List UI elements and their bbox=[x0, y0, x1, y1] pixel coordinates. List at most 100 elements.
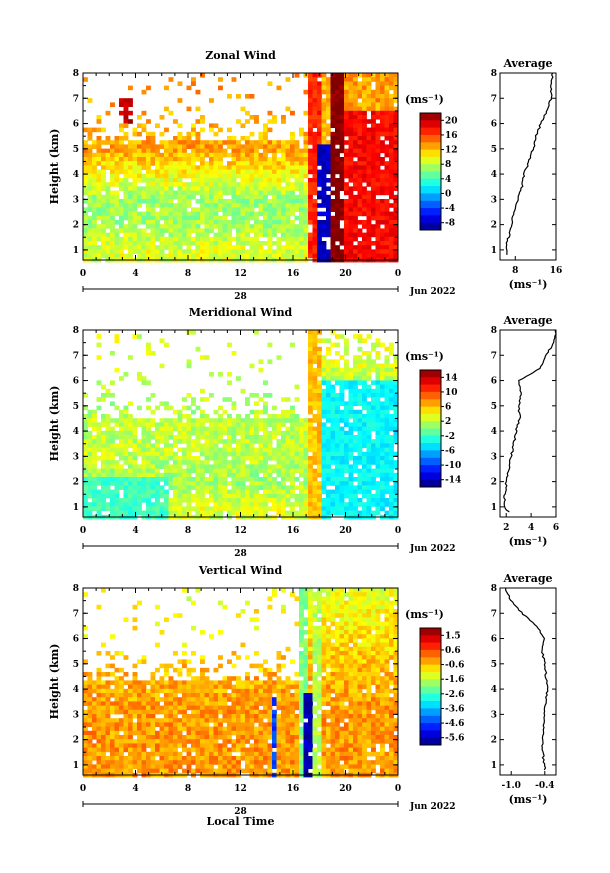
month-label: Jun 2022 bbox=[409, 287, 456, 297]
x-tick-label: 16 bbox=[287, 269, 300, 279]
average-y-tick-label: 8 bbox=[491, 326, 497, 336]
y-axis-label: Height (km) bbox=[48, 386, 61, 462]
y-tick-label: 8 bbox=[73, 69, 79, 79]
average-x-tick-label: 6 bbox=[553, 523, 559, 533]
x-tick-label: 0 bbox=[395, 269, 401, 279]
average-x-tick-label: 2 bbox=[503, 523, 509, 533]
colorbar-unit: (ms⁻¹) bbox=[405, 608, 444, 621]
average-y-tick-label: 8 bbox=[491, 69, 497, 79]
date-label: 28 bbox=[234, 549, 247, 559]
average-x-tick-label: 4 bbox=[528, 523, 534, 533]
colorbar-tick-label: 4 bbox=[445, 175, 451, 185]
y-tick-label: 5 bbox=[73, 660, 79, 670]
colorbar-tick-label: -2.6 bbox=[445, 690, 464, 700]
x-tick-label: 8 bbox=[185, 269, 191, 279]
average-y-tick-label: 3 bbox=[491, 452, 497, 462]
colorbar-tick-label: 0 bbox=[445, 189, 451, 199]
average-profile-line bbox=[503, 329, 557, 513]
average-profile: Average 1 2 3 4 5 6 7 8 8 16(ms⁻¹) bbox=[491, 57, 563, 291]
colorbar-tick-label: 6 bbox=[445, 403, 451, 413]
average-frame bbox=[499, 329, 557, 518]
x-tick-label: 4 bbox=[132, 784, 138, 794]
colorbar-tick-label: -4 bbox=[445, 204, 455, 214]
average-y-tick-label: 2 bbox=[491, 478, 497, 488]
x-tick-label: 0 bbox=[80, 269, 86, 279]
colorbar-tick-label: -8 bbox=[445, 219, 455, 229]
average-frame bbox=[499, 587, 557, 776]
y-tick-label: 7 bbox=[73, 94, 79, 104]
average-x-tick-label: -1.0 bbox=[501, 781, 520, 791]
y-axis-label: Height (km) bbox=[48, 644, 61, 720]
y-axis-label: Height (km) bbox=[48, 129, 61, 205]
colorbar-tick-label: 10 bbox=[445, 388, 458, 398]
colorbar-tick-label: 1.5 bbox=[445, 631, 461, 641]
date-axis: 28 Jun 2022 Local Time bbox=[82, 801, 456, 828]
x-axis: 0 4 8 12 16 20 0 bbox=[80, 330, 401, 536]
y-tick-label: 6 bbox=[73, 377, 79, 387]
colorbar-tick-label: -0.6 bbox=[445, 661, 464, 671]
colorbar-unit: (ms⁻¹) bbox=[405, 93, 444, 106]
y-tick-label: 1 bbox=[73, 503, 79, 513]
y-tick-label: 2 bbox=[73, 478, 79, 488]
average-profile: Average 1 2 3 4 5 6 7 8 -1.0 -0.4 (ms⁻¹) bbox=[491, 572, 557, 806]
y-tick-label: 3 bbox=[73, 710, 79, 720]
average-y-tick-label: 6 bbox=[491, 120, 497, 130]
x-tick-label: 0 bbox=[395, 784, 401, 794]
average-frame bbox=[499, 72, 557, 261]
average-y-tick-label: 2 bbox=[491, 736, 497, 746]
date-label: 28 bbox=[234, 807, 247, 817]
colorbar-tick-label: -2 bbox=[445, 432, 455, 442]
average-y-tick-label: 1 bbox=[491, 503, 497, 513]
x-tick-label: 4 bbox=[132, 269, 138, 279]
average-y-tick-label: 5 bbox=[491, 145, 497, 155]
y-tick-label: 4 bbox=[73, 685, 79, 695]
x-axis: 0 4 8 12 16 20 0 bbox=[80, 588, 401, 794]
y-tick-label: 2 bbox=[73, 221, 79, 231]
y-tick-label: 4 bbox=[73, 170, 79, 180]
x-tick-label: 16 bbox=[287, 526, 300, 536]
average-title: Average bbox=[502, 57, 552, 70]
y-tick-label: 7 bbox=[73, 351, 79, 361]
average-y-tick-label: 3 bbox=[491, 710, 497, 720]
y-tick-label: 6 bbox=[73, 635, 79, 645]
colorbar: (ms⁻¹)1.5 0.6 -0.6 -1.6 -2.6 -3.6 -4.6 -5.6 bbox=[405, 608, 464, 746]
date-label: 28 bbox=[234, 292, 247, 302]
x-tick-label: 16 bbox=[287, 784, 300, 794]
colorbar-tick-label: -1.6 bbox=[445, 675, 464, 685]
x-tick-label: 4 bbox=[132, 526, 138, 536]
colorbar-tick-label: -3.6 bbox=[445, 704, 464, 714]
average-title: Average bbox=[502, 572, 552, 585]
heatmap-cells bbox=[83, 73, 399, 263]
average-y-tick-label: 1 bbox=[491, 246, 497, 256]
x-tick-label: 20 bbox=[339, 784, 352, 794]
y-tick-label: 1 bbox=[73, 761, 79, 771]
colorbar-tick-label: -4.6 bbox=[445, 719, 464, 729]
x-tick-label: 20 bbox=[339, 269, 352, 279]
average-profile-line bbox=[504, 587, 549, 771]
colorbar-tick-label: 12 bbox=[445, 146, 458, 156]
y-tick-label: 8 bbox=[73, 584, 79, 594]
x-tick-label: 8 bbox=[185, 526, 191, 536]
x-tick-label: 20 bbox=[339, 526, 352, 536]
y-axis: 1 2 3 4 5 6 7 8 Height (km) bbox=[48, 69, 398, 256]
x-tick-label: 0 bbox=[80, 526, 86, 536]
average-y-tick-label: 4 bbox=[491, 427, 497, 437]
colorbar-tick-label: 16 bbox=[445, 131, 458, 141]
colorbar-tick-label: 8 bbox=[445, 160, 451, 170]
x-tick-label: 8 bbox=[185, 784, 191, 794]
colorbar-tick-label: 20 bbox=[445, 116, 458, 126]
y-tick-label: 3 bbox=[73, 195, 79, 205]
average-y-tick-label: 4 bbox=[491, 685, 497, 695]
date-axis: 28 Jun 2022 bbox=[82, 286, 456, 302]
colorbar: (ms⁻¹)14 10 6 2 -2 -6 -10 -14 bbox=[405, 350, 461, 488]
average-y-tick-label: 6 bbox=[491, 377, 497, 387]
average-x-label: (ms⁻¹) bbox=[509, 278, 548, 291]
panel-title: Zonal Wind bbox=[205, 49, 276, 62]
y-tick-label: 8 bbox=[73, 326, 79, 336]
colorbar-unit: (ms⁻¹) bbox=[405, 350, 444, 363]
average-x-tick-label: 16 bbox=[550, 266, 563, 276]
y-axis: 1 2 3 4 5 6 7 8 Height (km) bbox=[48, 326, 398, 513]
